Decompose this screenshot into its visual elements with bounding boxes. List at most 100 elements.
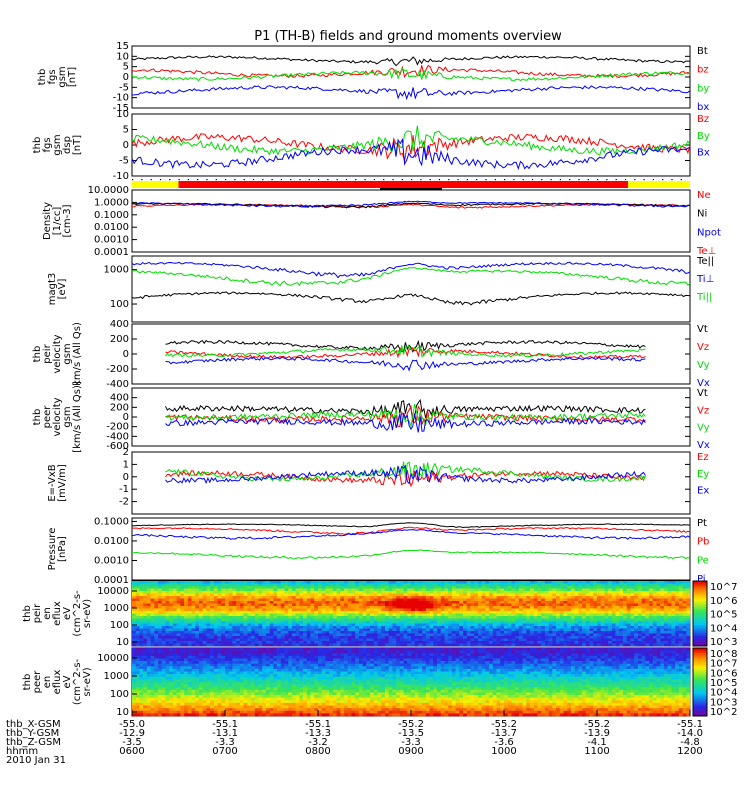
spec-cell [634,643,639,647]
spec-cell [210,603,215,607]
spec-cell [280,583,285,587]
spec-cell [496,613,501,617]
spec-cell [541,633,546,637]
spec-cell [154,641,159,644]
spec-cell [184,633,189,637]
spec-cell [139,593,144,597]
spec-cell [172,653,177,657]
spec-cell [455,643,460,647]
spec-cell [158,638,163,642]
spec-cell [318,621,323,624]
spec-cell [641,588,646,592]
spec-cell [321,581,326,584]
spec-cell [172,638,177,642]
spec-cell [597,613,602,617]
figure-title: P1 (TH-B) fields and ground moments over… [254,29,562,44]
spec-cell [139,631,144,634]
region-dot [615,179,617,181]
spec-cell [291,593,296,597]
spec-cell [180,628,185,632]
spec-cell [217,658,222,662]
spec-cell [180,671,185,675]
spec-cell [269,618,274,622]
spec-cell [135,631,140,634]
spec-cell [444,621,449,624]
spec-cell [645,618,650,622]
spec-cell [518,596,523,599]
spec-cell [634,621,639,624]
spec-cell [172,661,177,664]
spec-cell [619,618,624,622]
spec-cell [225,606,230,609]
spec-cell [615,626,620,629]
spec-cell [433,598,438,602]
spec-cell [463,598,468,602]
spec-cell [139,658,144,662]
spec-cell [165,650,170,654]
spec-cell [146,700,151,704]
region-dot [606,179,608,181]
spec-cell [176,661,181,664]
spec-cell [518,643,523,647]
spec-cell [265,616,270,619]
spec-cell [251,596,256,599]
spec-cell [132,636,137,639]
spec-cell [615,581,620,584]
spec-cell [399,588,404,592]
spec-cell [288,606,293,609]
spec-cell [265,638,270,642]
spec-cell [202,623,207,627]
spec-cell [686,591,691,594]
spec-cell [530,603,535,607]
spec-cell [522,608,527,612]
spec-cell [377,581,382,584]
spec-cell [232,633,237,637]
spec-cell [541,581,546,584]
spec-cell [645,628,650,632]
spec-cell [340,606,345,609]
spec-cell [675,623,680,627]
spec-cell [277,596,282,599]
spec-cell [280,586,285,589]
spec-cell [593,641,598,644]
spec-cell [507,643,512,647]
spec-cell [243,631,248,634]
spec-cell [671,598,676,602]
spec-cell [492,628,497,632]
spec-cell [675,628,680,632]
spec-cell [210,601,215,604]
spec-cell [347,636,352,639]
spec-cell [388,641,393,644]
spec-cell [623,636,628,639]
spec-cell [191,636,196,639]
spec-cell [582,586,587,589]
spec-cell [537,583,542,587]
spec-cell [615,643,620,647]
spec-cell [552,593,557,597]
spec-cell [172,684,177,688]
spec-cell [459,598,464,602]
spec-cell [165,708,170,712]
spec-cell [288,626,293,629]
spec-cell [184,658,189,662]
spec-cell [418,621,423,624]
spec-cell [165,641,170,644]
spec-cell [154,648,159,651]
spec-cell [411,613,416,617]
y-axis-label: Density [42,202,53,240]
spec-cell [228,710,233,714]
spec-cell [172,668,177,672]
spec-cell [150,623,155,627]
spec-cell [437,643,442,647]
spec-cell [180,633,185,637]
spec-cell [217,631,222,634]
spec-cell [314,631,319,634]
spec-cell [340,601,345,604]
spec-cell [381,601,386,604]
spec-cell [667,603,672,607]
spec-cell [641,626,646,629]
spec-cell [671,588,676,592]
spec-cell [351,601,356,604]
spec-cell [388,598,393,602]
spec-cell [433,628,438,632]
